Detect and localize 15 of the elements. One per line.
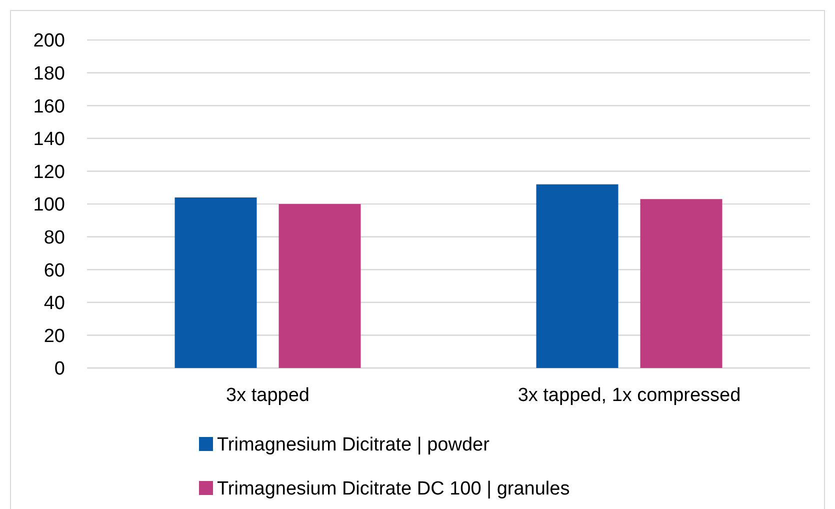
legend-label: Trimagnesium Dicitrate | powder — [217, 434, 490, 456]
y-tick-label: 200 — [33, 30, 65, 52]
y-tick-label: 140 — [33, 129, 65, 150]
y-tick-label: 60 — [44, 260, 65, 282]
y-tick-label: 120 — [33, 162, 65, 183]
y-tick-label: 0 — [54, 358, 65, 380]
y-tick-label: 40 — [44, 293, 65, 314]
y-tick-label: 20 — [44, 326, 65, 347]
y-tick-label: 80 — [44, 227, 65, 248]
x-tick-label: 3x tapped, 1x compressed — [518, 385, 741, 406]
x-tick-label: 3x tapped — [226, 385, 310, 406]
y-tick-label: 160 — [33, 96, 65, 118]
legend-label: Trimagnesium Dicitrate DC 100 | granules — [217, 478, 570, 500]
y-tick-label: 180 — [33, 63, 65, 84]
y-tick-label: 100 — [33, 194, 65, 216]
